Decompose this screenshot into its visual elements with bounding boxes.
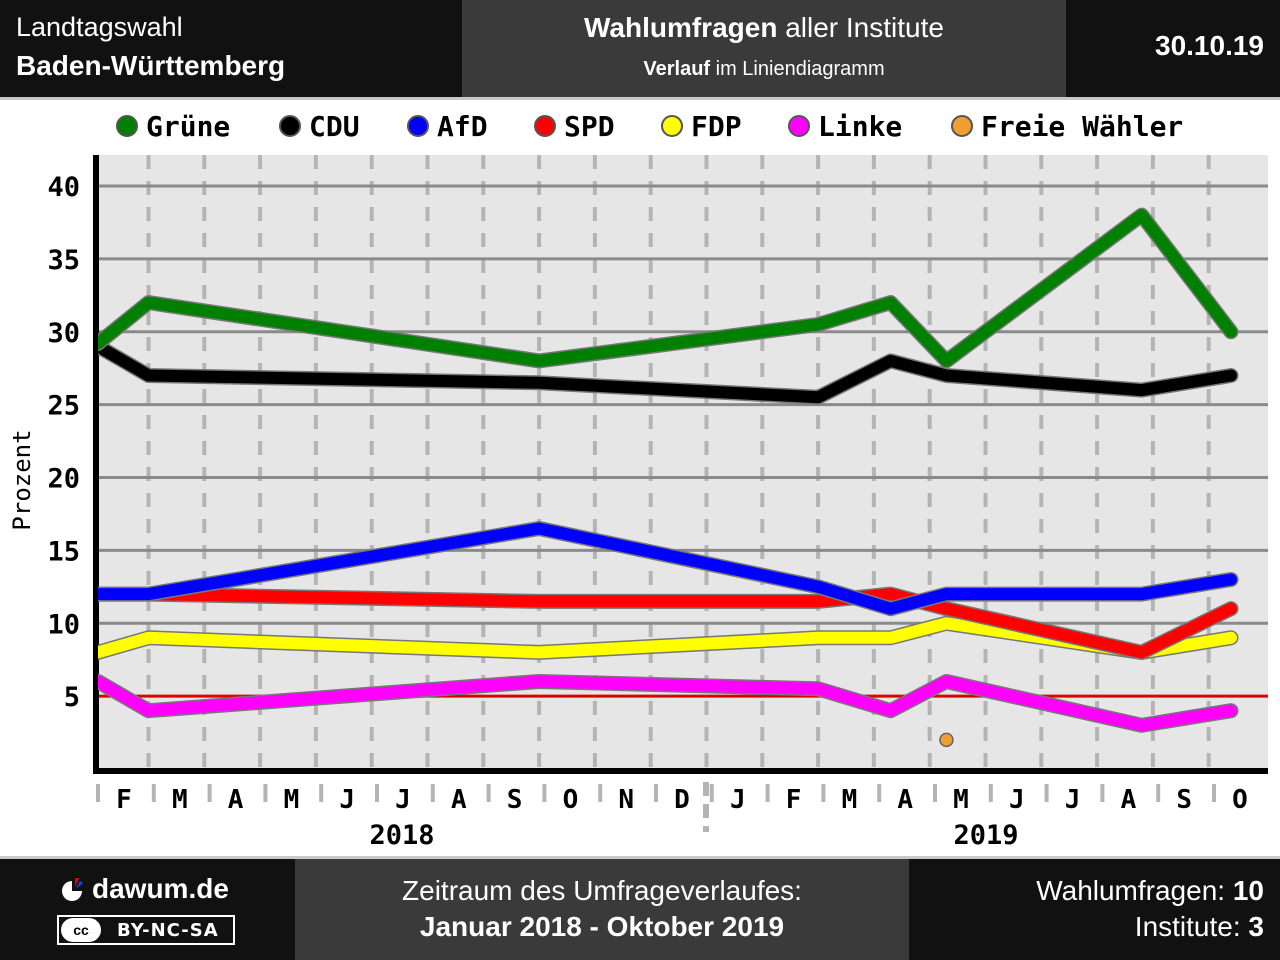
legend-marker-spd (534, 115, 556, 137)
period-value: Januar 2018 - Oktober 2019 (419, 911, 785, 942)
institutes-count-value: 3 (1248, 911, 1264, 942)
x-tick-label: O (1232, 785, 1248, 815)
chart-title-rest: aller Institute (777, 12, 944, 43)
legend-marker-fdp (661, 115, 683, 137)
x-tick-label: S (1176, 785, 1192, 815)
x-tick-label: F (786, 785, 802, 815)
license-text: BY-NC-SA (117, 920, 219, 941)
legend-label-spd: SPD (564, 110, 615, 143)
footer-bar: dawum.de cc BY-NC-SA Zeitraum des Umfrag… (0, 859, 1280, 960)
polls-count-label: Wahlumfragen: (1036, 875, 1233, 906)
x-tick-label: A (451, 785, 467, 815)
footer-center: Zeitraum des Umfrageverlaufes: Januar 20… (295, 859, 909, 960)
x-tick-label: M (842, 785, 858, 815)
period-label: Zeitraum des Umfrageverlaufes: (402, 875, 802, 906)
x-tick-label: A (228, 785, 244, 815)
header-left: Landtagswahl Baden-Württemberg (0, 0, 462, 97)
y-axis-label: Prozent (8, 429, 36, 530)
footer-left: dawum.de cc BY-NC-SA (0, 859, 295, 960)
legend-label-freie-w-hler: Freie Wähler (981, 110, 1183, 143)
x-tick-label: A (897, 785, 913, 815)
chart-title: Wahlumfragen aller Institute (462, 12, 1066, 44)
legend: Grüne CDU AfD SPD FDP Linke Freie Wähler (116, 110, 1183, 143)
header-center: Wahlumfragen aller Institute Verlauf im … (462, 0, 1066, 97)
legend-marker-cdu (279, 115, 301, 137)
x-tick-label: J (1065, 785, 1081, 815)
y-tick-label: 10 (47, 609, 80, 640)
y-tick-label: 20 (47, 464, 80, 495)
y-tick-label: 30 (47, 318, 80, 349)
legend-label-cdu: CDU (309, 110, 360, 143)
x-tick-label: J (339, 785, 355, 815)
series-line-linke (98, 675, 1237, 732)
chart-subtitle: Verlauf im Liniendiagramm (462, 58, 1066, 81)
x-tick-label: A (1121, 785, 1137, 815)
x-tick-label: N (618, 785, 634, 815)
y-tick-label: 15 (47, 536, 80, 567)
y-tick-label: 5 (64, 682, 80, 713)
legend-label-fdp: FDP (691, 110, 742, 143)
footer-right: Wahlumfragen: 10 Institute: 3 (909, 859, 1280, 960)
x-tick-label: D (674, 785, 690, 815)
header-divider (0, 97, 1280, 100)
chart-title-bold: Wahlumfragen (584, 12, 778, 43)
x-tick-label: O (563, 785, 579, 815)
legend-marker-linke (788, 115, 810, 137)
polls-count-value: 10 (1232, 875, 1264, 906)
x-tick-label: M (953, 785, 969, 815)
legend-label-gr-ne: Grüne (146, 110, 230, 143)
legend-label-linke: Linke (818, 110, 902, 143)
chart-subtitle-bold: Verlauf (643, 58, 711, 80)
election-label: Landtagswahl (16, 12, 183, 42)
line-chart: 5 10 15 20 25 30 35 40 Prozent F M A M J J A S O N D J F M A M J J… (8, 110, 1268, 851)
license-badge[interactable]: cc BY-NC-SA (57, 915, 235, 945)
series-line-afd (98, 522, 1237, 615)
x-tick-label: F (116, 785, 132, 815)
header-bar: Landtagswahl Baden-Württemberg Wahlumfra… (0, 0, 1280, 97)
dawum-logo-icon (62, 878, 83, 901)
legend-marker-gr-ne (116, 115, 138, 137)
x-tick-label: J (730, 785, 746, 815)
date-label: 30.10.19 (1155, 30, 1264, 61)
y-tick-label: 40 (47, 172, 80, 203)
series-line-cdu (98, 340, 1237, 404)
y-tick-label: 25 (47, 391, 80, 422)
institutes-count-label: Institute: (1134, 911, 1249, 942)
x-tick-label: M (172, 785, 188, 815)
y-tick-label: 35 (47, 245, 80, 276)
x-tick-label: S (507, 785, 523, 815)
series-point-freie-w-hler (939, 732, 954, 748)
series-group (98, 207, 1239, 733)
brand-name[interactable]: dawum.de (92, 873, 229, 904)
legend-marker-afd (407, 115, 429, 137)
series-line-gr-ne (98, 209, 1237, 367)
legend-marker-freie-w-hler (951, 115, 973, 137)
polls-count: Wahlumfragen: 10 (1036, 875, 1264, 907)
plot-area: 5 10 15 20 25 30 35 40 Prozent F M A M J J A S O N D J F M A M J J… (8, 155, 1268, 851)
x-tick-label: M (284, 785, 300, 815)
institutes-count: Institute: 3 (1135, 911, 1264, 943)
x-tick-label: J (1009, 785, 1025, 815)
state-name: Baden-Württemberg (16, 50, 286, 81)
footer-divider (0, 856, 1280, 859)
header-right: 30.10.19 (1066, 0, 1280, 97)
x-tick-label: J (395, 785, 411, 815)
year-label: 2019 (953, 820, 1018, 851)
cc-icon: cc (61, 918, 101, 942)
chart-subtitle-rest: im Liniendiagramm (710, 58, 885, 80)
year-label: 2018 (369, 820, 434, 851)
legend-label-afd: AfD (437, 110, 488, 143)
